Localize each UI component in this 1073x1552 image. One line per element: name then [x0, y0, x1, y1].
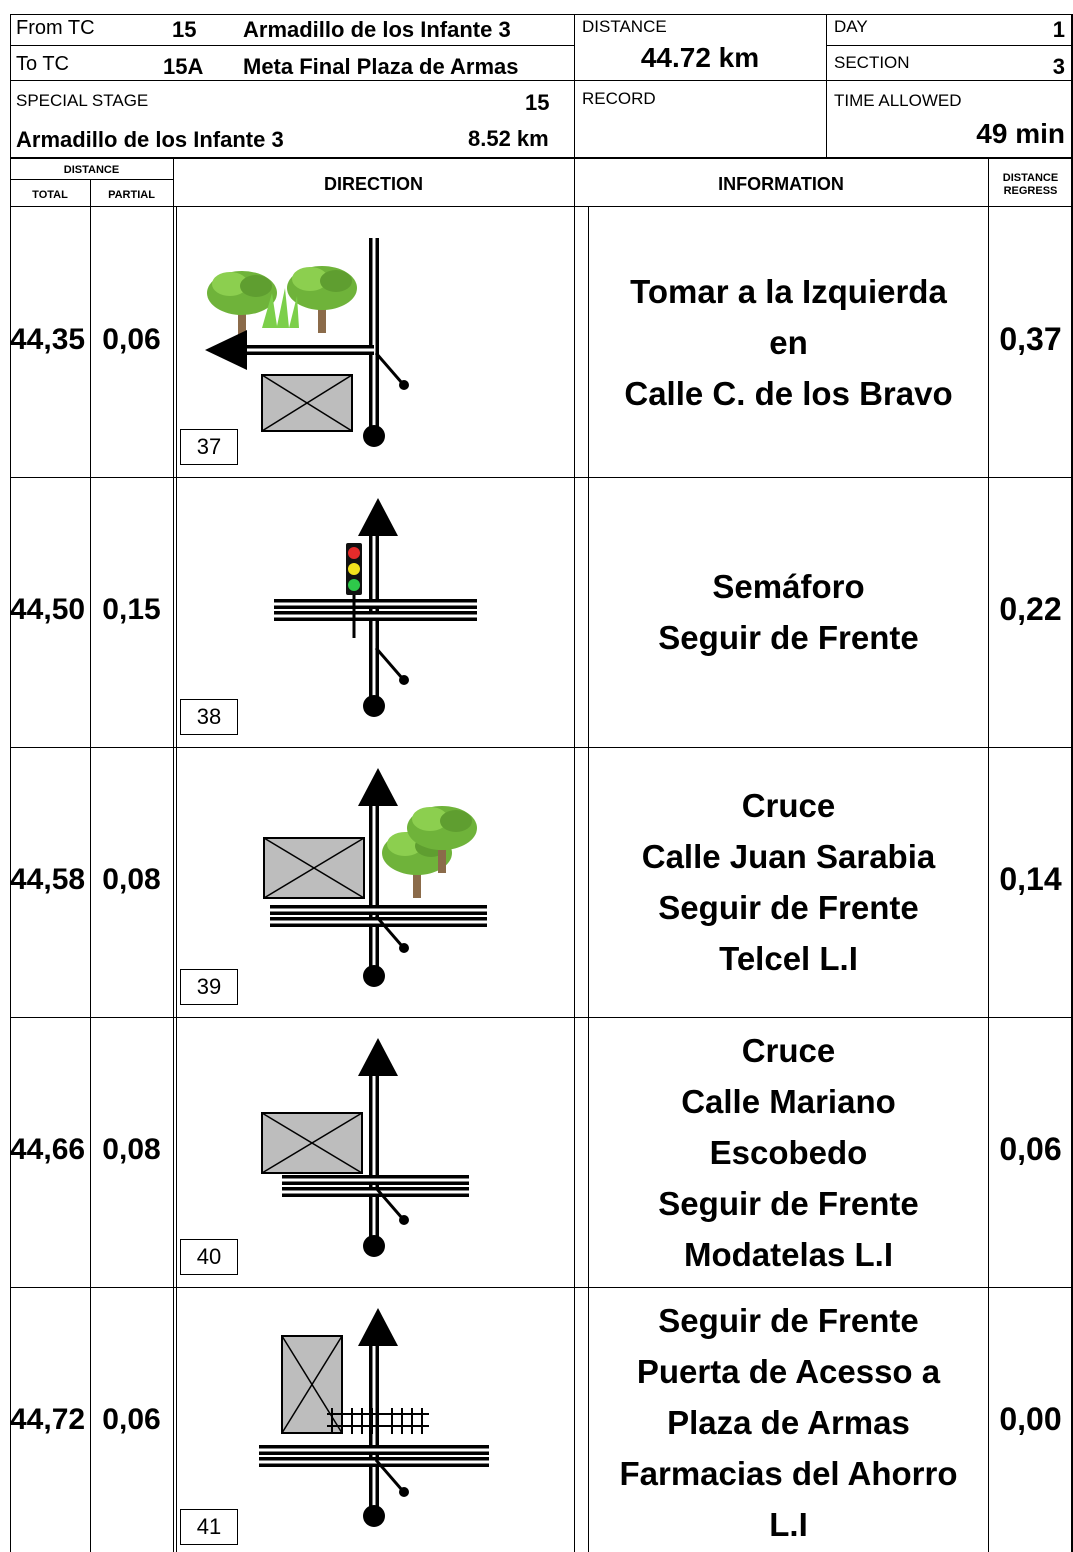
total-distance: 44,35 [10, 323, 86, 356]
rule [826, 14, 827, 158]
rule [10, 206, 1073, 207]
information: Semáforo Seguir de Frente [589, 477, 988, 747]
partial-distance: 0,15 [102, 593, 161, 626]
rule [10, 747, 1073, 748]
information: Cruce Calle Mariano Escobedo Seguir de Fren… [589, 1017, 988, 1287]
information: Cruce Calle Juan Sarabia Seguir de Frente T… [589, 747, 988, 1017]
rule [826, 45, 1073, 46]
rule [10, 1017, 1073, 1018]
information-line: Telcel L.I [719, 940, 858, 977]
direction-pictogram [259, 1308, 489, 1527]
information-line: Calle Juan Sarabia [641, 838, 936, 875]
information: Seguir de Frente Puerta de Acesso a Plaza … [589, 1287, 988, 1552]
rule [1071, 14, 1073, 1552]
rule [90, 179, 91, 1552]
information-line: Seguir de Frente [658, 1301, 919, 1339]
to-tc-name: Meta Final Plaza de Armas [243, 54, 519, 79]
information: Tomar a la Izquierda en Calle C. de los Br… [589, 207, 988, 477]
col-partial: PARTIAL [108, 189, 155, 201]
record-label: RECORD [582, 89, 656, 108]
partial-distance: 0,08 [102, 863, 161, 896]
distance-regress: 0,06 [999, 1131, 1062, 1167]
information-line: L.I [769, 1505, 808, 1543]
rule [588, 207, 589, 1552]
information-line: Calle C. de los Bravo [624, 374, 953, 412]
information-line: Cruce [741, 1031, 836, 1069]
from-tc-number: 15 [172, 17, 197, 42]
distance-regress: 0,22 [999, 591, 1062, 627]
col-distance: DISTANCE [63, 164, 120, 176]
rule [10, 157, 1073, 159]
information-line: Puerta de Acesso a [636, 1352, 941, 1390]
instruction-number: 40 [180, 1239, 238, 1275]
information-line: Cruce [741, 787, 836, 824]
rule [988, 158, 989, 1552]
section-value: 3 [1052, 54, 1065, 79]
time-allowed-label: TIME ALLOWED [834, 91, 962, 110]
time-allowed-value: 49 min [976, 118, 1065, 149]
day-value: 1 [1052, 17, 1065, 42]
total-distance: 44,50 [10, 593, 86, 626]
col-direction: DIRECTION [324, 174, 423, 194]
direction-pictogram [274, 498, 477, 717]
rule [10, 477, 1073, 478]
day-label: DAY [834, 17, 868, 36]
total-distance: 44,58 [10, 863, 86, 896]
from-tc-label: From TC [16, 17, 95, 39]
information-line: Calle Mariano [681, 1082, 896, 1120]
distance-regress: 0,14 [999, 861, 1062, 897]
total-distance: 44,66 [10, 1133, 86, 1166]
rule [176, 207, 177, 1552]
rule [10, 1287, 1073, 1288]
rule [10, 14, 11, 1552]
stage-length: 8.52 km [468, 126, 549, 151]
col-total: TOTAL [32, 189, 68, 201]
from-tc-name: Armadillo de los Infante 3 [243, 17, 511, 42]
direction-pictogram [261, 1038, 469, 1257]
rule [10, 80, 1073, 81]
col-distance-regress: REGRESS [1003, 185, 1058, 197]
distance-value: 44.72 km [640, 42, 760, 73]
rule [574, 14, 575, 207]
information-line: Seguir de Frente [658, 1184, 919, 1222]
partial-distance: 0,06 [102, 1403, 161, 1436]
rule [10, 179, 173, 180]
total-distance: 44,72 [10, 1403, 86, 1436]
to-tc-label: To TC [16, 53, 69, 75]
direction-pictogram [205, 238, 409, 447]
instruction-number: 39 [180, 969, 238, 1005]
col-information: INFORMATION [718, 174, 844, 194]
partial-distance: 0,06 [102, 323, 161, 356]
instruction-number: 38 [180, 699, 238, 735]
information-line: en [769, 323, 808, 361]
information-line: Tomar a la Izquierda [630, 272, 947, 310]
partial-distance: 0,08 [102, 1133, 161, 1166]
instruction-number: 37 [180, 429, 238, 465]
rule [173, 158, 174, 1552]
information-line: Seguir de Frente [658, 889, 919, 926]
direction-pictogram [263, 768, 487, 987]
information-line: Escobedo [709, 1133, 868, 1171]
instruction-number: 41 [180, 1509, 238, 1545]
rule [10, 45, 574, 46]
section-label: SECTION [834, 53, 910, 72]
rule [10, 14, 1073, 15]
information-line: Semáforo [712, 568, 865, 605]
rule [574, 158, 575, 1552]
special-stage-number: 15 [525, 90, 550, 115]
distance-regress: 0,00 [999, 1401, 1062, 1437]
information-line: Farmacias del Ahorro [619, 1454, 958, 1492]
col-distance-regress: DISTANCE [1002, 172, 1059, 184]
special-stage-label: SPECIAL STAGE [16, 91, 149, 110]
information-line: Modatelas L.I [683, 1235, 894, 1273]
distance-regress: 0,37 [999, 321, 1062, 357]
distance-label: DISTANCE [582, 17, 667, 36]
information-line: Seguir de Frente [658, 619, 919, 656]
stage-name: Armadillo de los Infante 3 [16, 127, 284, 152]
to-tc-number: 15A [163, 54, 204, 79]
information-line: Plaza de Armas [667, 1403, 910, 1441]
